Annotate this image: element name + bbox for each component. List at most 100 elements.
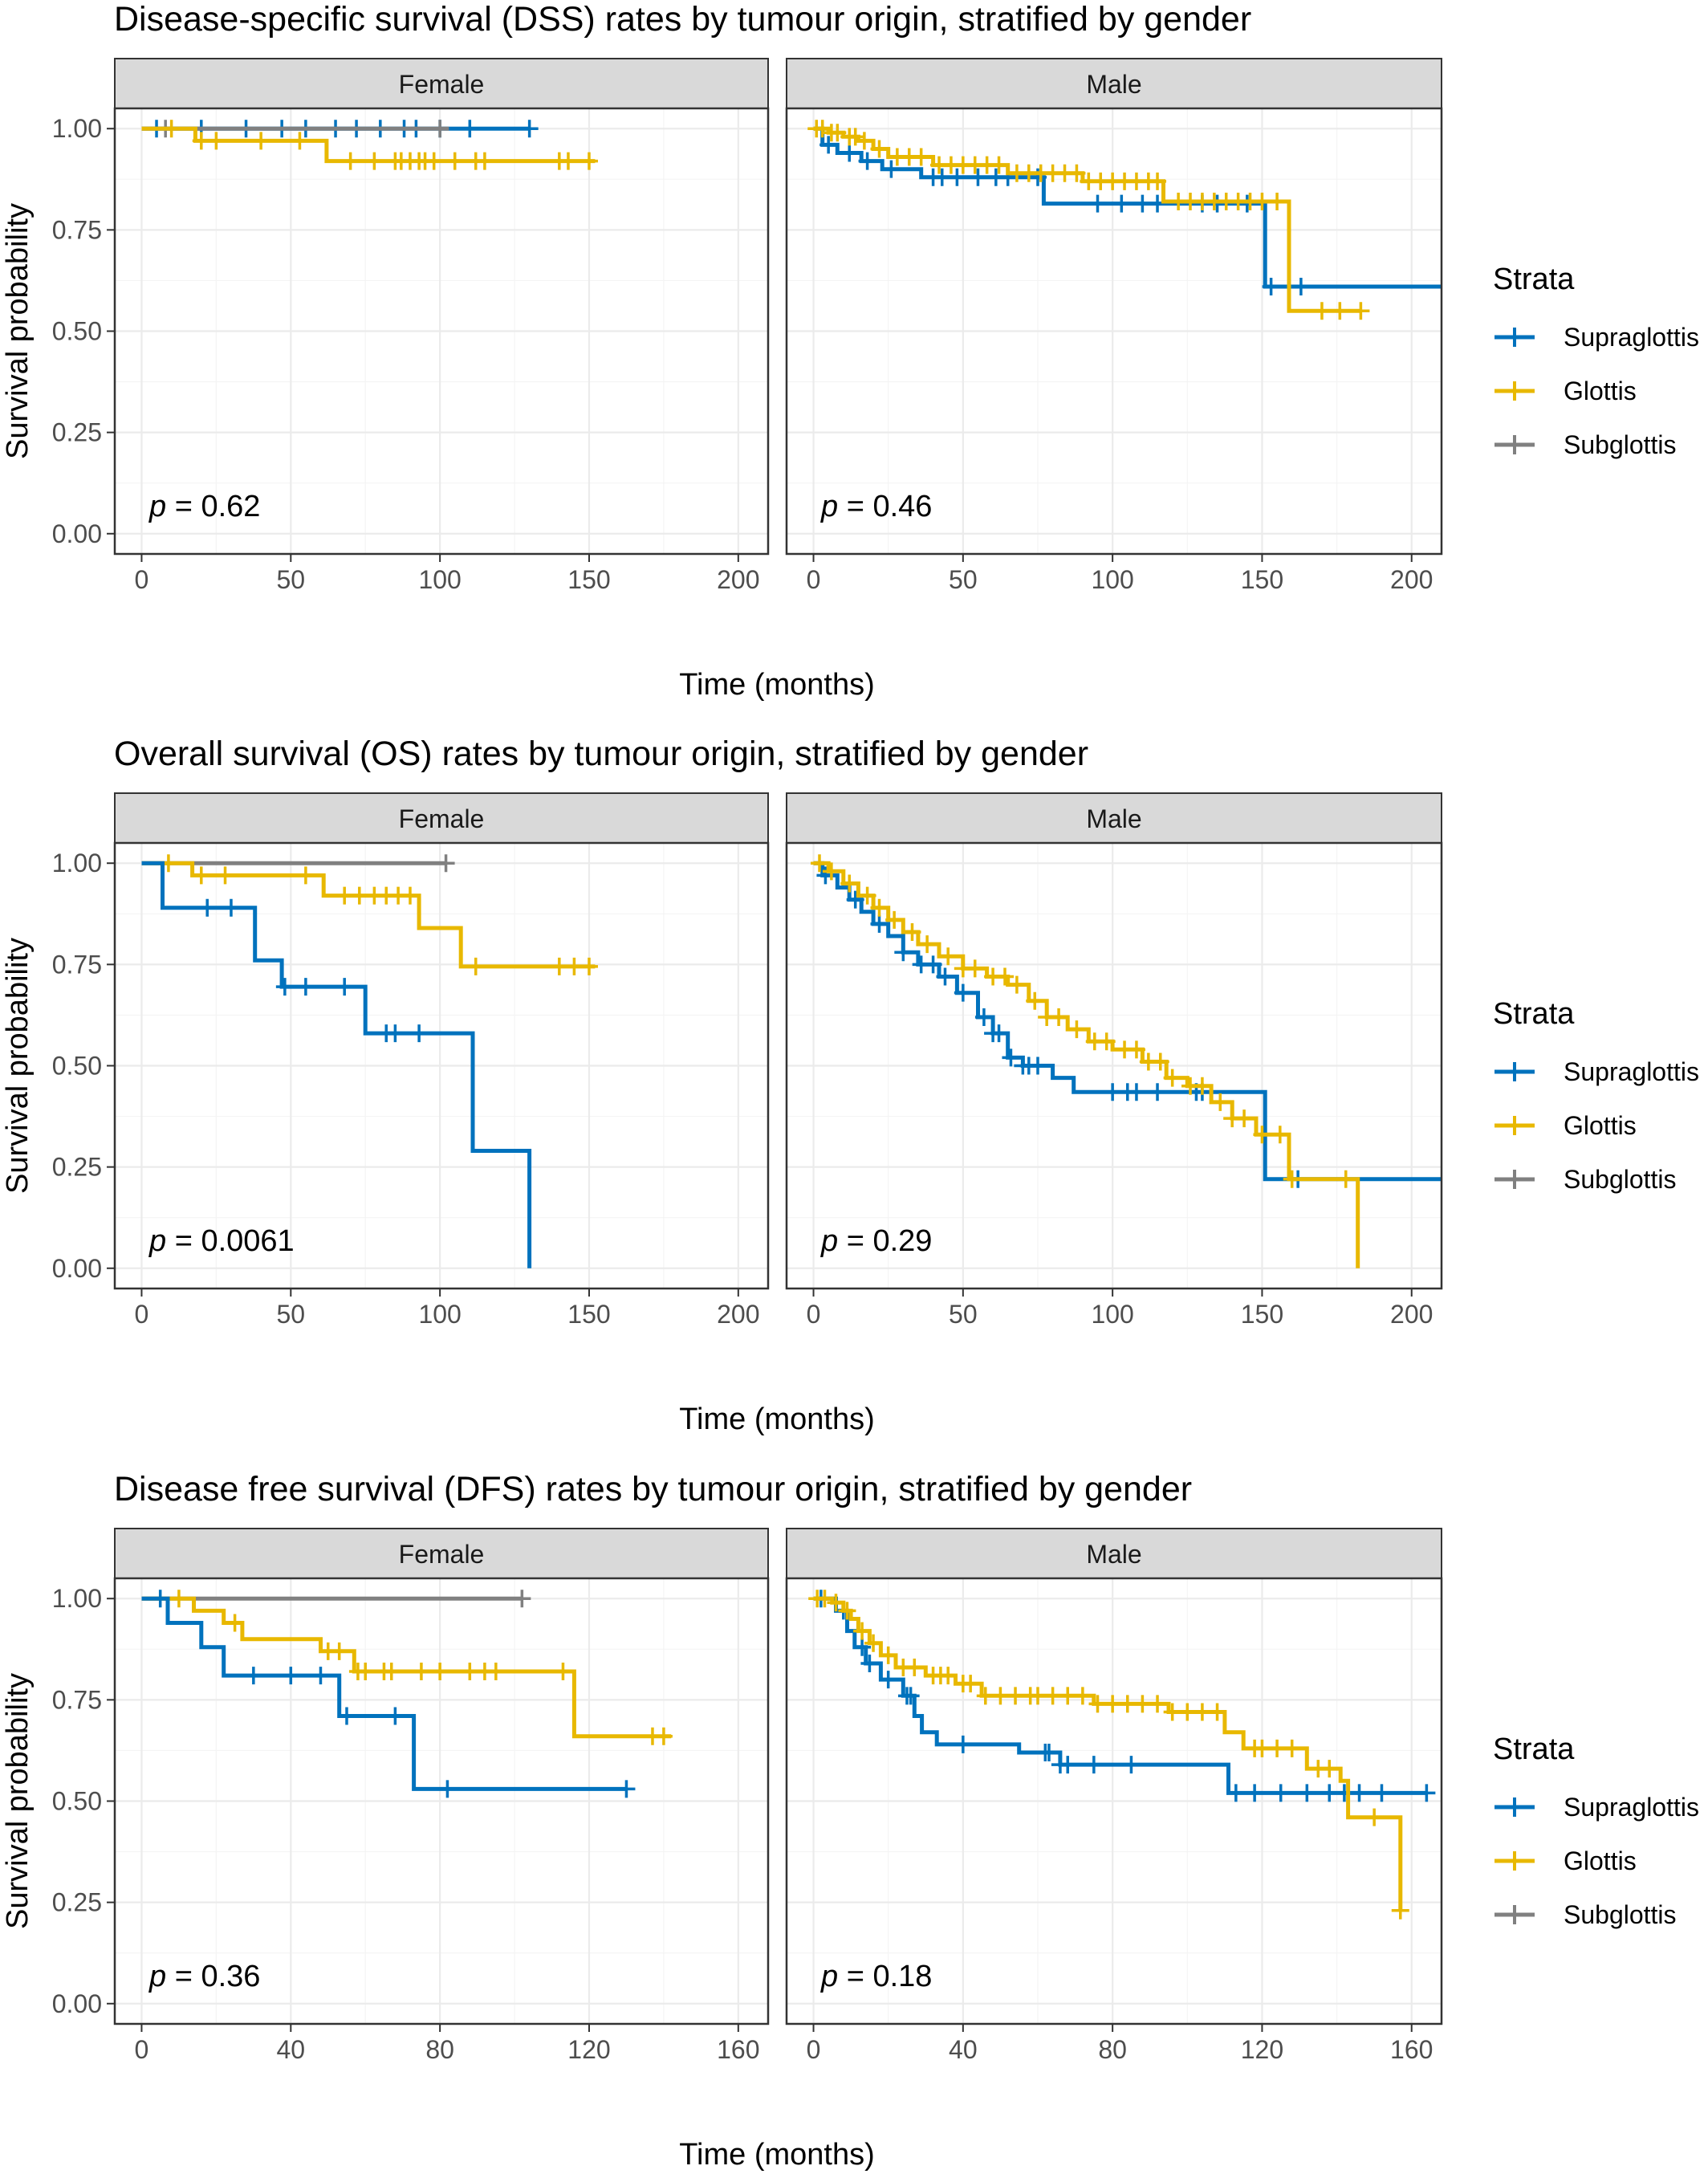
censor-mark bbox=[936, 967, 954, 986]
censor-mark bbox=[412, 1663, 430, 1681]
censor-mark bbox=[1178, 1703, 1197, 1721]
panel-female: Female p = 0.0061 0 50 100 150 200 0.00 0.25 0.50… bbox=[52, 792, 770, 1329]
censor-mark bbox=[337, 1707, 356, 1725]
censor-mark bbox=[410, 1024, 429, 1043]
censor-mark bbox=[1050, 1008, 1068, 1026]
panel-border bbox=[785, 841, 1443, 1290]
censor-mark bbox=[1088, 1695, 1107, 1713]
x-tick-label: 50 bbox=[276, 1300, 305, 1329]
censor-mark bbox=[226, 1614, 244, 1632]
censor-mark bbox=[1163, 1069, 1181, 1087]
censor-mark bbox=[461, 120, 479, 138]
p-value: = 0.36 bbox=[166, 1960, 260, 1993]
censor-mark bbox=[990, 1024, 1008, 1043]
x-tick-label: 100 bbox=[418, 1300, 461, 1329]
censor-mark bbox=[1133, 194, 1152, 213]
censor-mark bbox=[1253, 1126, 1271, 1144]
censor-mark bbox=[1149, 1695, 1167, 1713]
y-tick-label: 0.75 bbox=[52, 950, 102, 979]
censor-mark bbox=[990, 156, 1008, 174]
censor-mark bbox=[425, 152, 443, 170]
y-tick-label: 0.50 bbox=[52, 1787, 102, 1816]
censor-mark bbox=[1298, 1784, 1316, 1802]
censor-mark bbox=[475, 152, 494, 170]
censor-mark bbox=[207, 132, 226, 150]
censor-mark bbox=[1320, 1784, 1339, 1802]
censor-mark bbox=[879, 1646, 897, 1664]
facet-label: Female bbox=[399, 70, 485, 99]
panel-female: Female p = 0.36 0 40 80 120 160 0.00 0.25 0.50 0.7… bbox=[52, 1528, 770, 2064]
censor-mark bbox=[1193, 1077, 1211, 1095]
censor-mark bbox=[954, 1735, 972, 1753]
chart-title: Overall survival (OS) rates by tumour or… bbox=[114, 735, 1088, 773]
censor-mark bbox=[437, 854, 455, 873]
x-tick-label: 120 bbox=[1241, 2035, 1283, 2064]
censor-mark bbox=[1262, 278, 1280, 295]
censor-mark bbox=[1335, 1784, 1353, 1802]
censor-mark bbox=[1007, 1687, 1025, 1705]
censor-mark bbox=[879, 1671, 897, 1689]
x-tick-label: 50 bbox=[949, 1300, 978, 1329]
x-tick-label: 160 bbox=[1390, 2035, 1433, 2064]
censor-mark bbox=[1283, 1739, 1301, 1757]
survival-curve-supraglottis bbox=[141, 1596, 627, 1791]
p-symbol: p bbox=[148, 1224, 166, 1258]
censor-mark bbox=[901, 1687, 920, 1705]
censor-mark bbox=[445, 152, 464, 170]
censor-mark bbox=[853, 1622, 872, 1640]
panel-male: Male p = 0.29 0 50 100 150 200 bbox=[785, 792, 1443, 1329]
chart-row-1: Overall survival (OS) rates by tumour or… bbox=[1, 735, 1699, 1436]
censor-mark bbox=[654, 1727, 673, 1745]
censor-mark bbox=[1073, 1687, 1092, 1705]
censor-mark bbox=[996, 967, 1014, 986]
x-tick-label: 160 bbox=[717, 2035, 759, 2064]
y-tick-label: 0.00 bbox=[52, 1989, 102, 2018]
censor-mark bbox=[1118, 1695, 1137, 1713]
censor-mark bbox=[939, 1667, 958, 1685]
censor-mark bbox=[1365, 1808, 1384, 1826]
censor-mark bbox=[1312, 302, 1331, 320]
facet-strip bbox=[114, 792, 769, 844]
y-tick-label: 0.25 bbox=[52, 1888, 102, 1917]
censor-mark bbox=[855, 132, 873, 150]
survival-curve-glottis bbox=[141, 1596, 672, 1739]
censor-mark bbox=[559, 152, 577, 170]
x-tick-label: 0 bbox=[807, 1300, 821, 1329]
censor-mark bbox=[1104, 1695, 1122, 1713]
censor-mark bbox=[486, 1663, 505, 1681]
censor-mark bbox=[244, 1667, 262, 1685]
censor-mark bbox=[864, 1634, 883, 1652]
censor-mark bbox=[1253, 193, 1271, 211]
y-tick-label: 0.25 bbox=[52, 1153, 102, 1182]
censor-mark bbox=[296, 978, 315, 996]
censor-mark bbox=[860, 1654, 879, 1672]
x-tick-label: 200 bbox=[1390, 565, 1433, 594]
censor-mark bbox=[924, 955, 942, 974]
censor-mark bbox=[438, 1780, 457, 1798]
censor-mark bbox=[1336, 1170, 1355, 1188]
censor-mark bbox=[939, 947, 958, 966]
censor-mark bbox=[1163, 1703, 1181, 1721]
censor-mark bbox=[1043, 1687, 1062, 1705]
y-tick-label: 0.50 bbox=[52, 317, 102, 346]
legend-item-supraglottis: Supraglottis bbox=[1564, 323, 1699, 352]
censor-mark bbox=[974, 1008, 993, 1026]
censor-mark bbox=[382, 1663, 401, 1681]
censor-mark bbox=[386, 1707, 405, 1725]
legend-item-subglottis: Subglottis bbox=[1564, 1165, 1677, 1194]
p-value-label: p = 0.36 bbox=[148, 1960, 260, 1993]
x-tick-label: 100 bbox=[418, 565, 461, 594]
x-tick-label: 0 bbox=[135, 565, 149, 594]
x-tick-label: 100 bbox=[1091, 565, 1133, 594]
p-value: = 0.46 bbox=[838, 490, 932, 523]
censor-mark bbox=[1226, 1784, 1245, 1802]
p-value: = 0.0061 bbox=[166, 1224, 295, 1258]
censor-mark bbox=[1271, 1784, 1290, 1802]
censor-mark bbox=[1127, 1040, 1145, 1059]
censor-mark bbox=[336, 978, 354, 996]
censor-mark bbox=[1028, 1056, 1047, 1075]
y-axis-title: Survival probability bbox=[1, 1673, 35, 1929]
p-symbol: p bbox=[820, 1224, 838, 1258]
x-tick-label: 40 bbox=[949, 2035, 978, 2064]
x-tick-label: 50 bbox=[949, 565, 978, 594]
